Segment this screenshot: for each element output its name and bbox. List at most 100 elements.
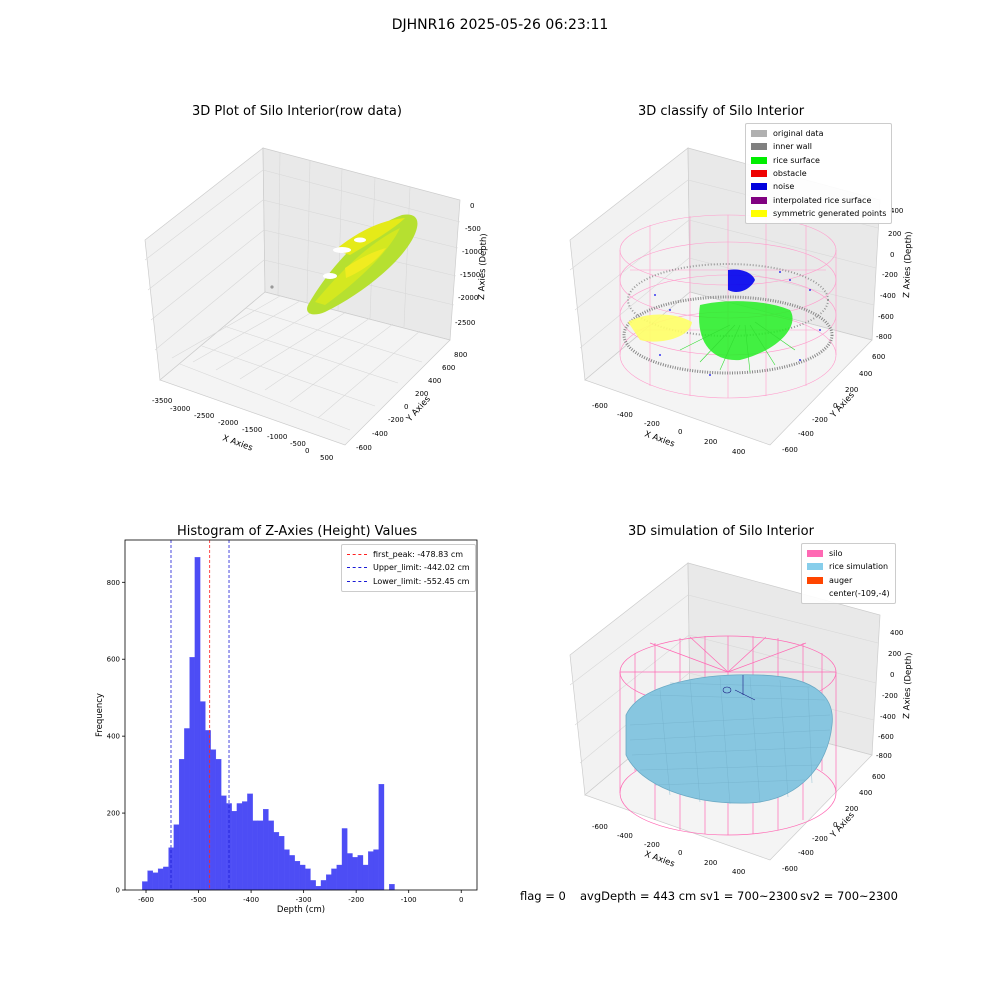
svg-text:400: 400	[859, 789, 872, 797]
histogram-bar	[336, 864, 343, 891]
histogram-bar	[378, 784, 385, 891]
simulation-z-label: Z Axies (Depth)	[902, 652, 914, 719]
raw-3d-panel: 3D Plot of Silo Interior(row data)	[120, 100, 500, 462]
simulation-x-ticks: -600 -400 -200 0 200 400	[592, 823, 745, 876]
classify-z-ticks: 400 200 0 -200 -400 -600 -800	[876, 207, 903, 341]
svg-text:-2000: -2000	[218, 419, 238, 427]
svg-text:-400: -400	[617, 411, 633, 419]
legend-swatch	[751, 143, 767, 151]
svg-text:-2500: -2500	[194, 412, 214, 420]
histogram-bar	[147, 870, 153, 891]
histogram-bar	[184, 728, 190, 891]
histogram-bar	[142, 881, 148, 891]
histogram-frame	[124, 539, 478, 891]
legend-swatch	[751, 209, 767, 217]
histogram-bar	[220, 795, 227, 891]
svg-text:200: 200	[704, 438, 717, 446]
svg-text:-400: -400	[372, 430, 388, 438]
histogram-title: Histogram of Z-Axies (Height) Values	[177, 524, 418, 539]
legend-item: symmetric generated points	[751, 207, 886, 220]
svg-text:-200: -200	[882, 692, 898, 700]
svg-text:-1500: -1500	[460, 271, 480, 279]
flag-text: flag = 0	[520, 889, 566, 903]
histogram-bar	[341, 828, 348, 891]
svg-text:200: 200	[888, 650, 901, 658]
svg-text:0: 0	[833, 402, 837, 410]
simulation-legend: silo rice simulation auger center(-109,-…	[801, 543, 896, 605]
svg-text:-1000: -1000	[462, 248, 482, 256]
histogram-bar	[215, 759, 222, 891]
classify-3d-title: 3D classify of Silo Interior	[638, 104, 805, 119]
histogram-bar	[315, 886, 322, 891]
svg-text:0: 0	[678, 428, 682, 436]
histogram-bar	[210, 749, 217, 891]
raw-3d-title: 3D Plot of Silo Interior(row data)	[192, 104, 402, 119]
svg-text:-400: -400	[880, 292, 896, 300]
raw-x-ticks: -3500 -3000 -2500 -2000 -1500 -1000 -500…	[152, 397, 333, 462]
svg-text:0: 0	[833, 821, 837, 829]
y-tick-label: 800	[107, 579, 120, 587]
histogram-bar	[373, 849, 379, 891]
histogram-bar	[294, 861, 301, 891]
classify-x-label: X Axies	[643, 429, 676, 449]
svg-text:-600: -600	[592, 402, 608, 410]
pane-floor	[159, 291, 451, 446]
svg-text:-600: -600	[878, 313, 894, 321]
legend-swatch	[807, 590, 823, 597]
histogram-bar	[163, 866, 169, 891]
svg-text:-400: -400	[798, 430, 814, 438]
simulation-3d-axes: 400 200 0 -200 -400 -600 -800 Z Axies (D…	[569, 562, 914, 876]
svg-text:0: 0	[404, 403, 408, 411]
legend-swatch	[751, 156, 767, 164]
histogram-axes: -600 -500 -400 -300 -200 -100 0 0 200 400 600 800 De…	[95, 539, 478, 915]
legend-item: first_peak: -478.83 cm	[347, 548, 470, 561]
x-tick-label: 0	[459, 896, 463, 904]
svg-text:0: 0	[890, 251, 894, 259]
svg-text:-3000: -3000	[170, 405, 190, 413]
classify-y-ticks: 600 400 200 0 -200 -400 -600	[782, 353, 885, 454]
auger-marker	[722, 675, 756, 701]
svg-text:-600: -600	[356, 444, 372, 452]
histogram-x-label: Depth (cm)	[277, 905, 325, 915]
svg-text:400: 400	[732, 448, 745, 456]
figure-title: DJHNR16 2025-05-26 06:23:11	[391, 17, 609, 33]
simulation-3d-panel: 3D simulation of Silo Interior	[560, 515, 940, 876]
svg-text:200: 200	[845, 386, 858, 394]
svg-text:400: 400	[859, 370, 872, 378]
histogram-bar	[242, 801, 248, 891]
histogram-bar	[268, 820, 274, 891]
histogram-bar	[173, 824, 180, 891]
x-tick-label: -200	[348, 896, 364, 904]
raw-z-label: Z Axies (Depth)	[477, 233, 489, 300]
svg-text:-600: -600	[592, 823, 608, 831]
avg-depth-text: avgDepth = 443 cm	[580, 889, 697, 903]
histogram-bar	[357, 855, 364, 891]
legend-swatch	[807, 563, 823, 571]
histogram-bar	[368, 851, 374, 891]
histogram-bar	[263, 809, 269, 891]
svg-text:0: 0	[678, 849, 682, 857]
svg-text:-600: -600	[782, 865, 798, 873]
legend-item: silo	[807, 547, 890, 560]
svg-text:600: 600	[442, 364, 455, 372]
x-tick-label: -600	[138, 896, 154, 904]
svg-text:-400: -400	[880, 713, 896, 721]
legend-swatch	[751, 130, 767, 138]
svg-text:-500: -500	[465, 225, 481, 233]
svg-text:400: 400	[890, 629, 903, 637]
legend-line	[347, 567, 367, 569]
legend-line	[347, 580, 367, 582]
histogram-bar	[326, 874, 332, 891]
histogram-bar	[178, 759, 185, 891]
x-tick-label: -100	[401, 896, 417, 904]
classify-z-label: Z Axies (Depth)	[902, 231, 914, 298]
histogram-bar	[152, 872, 159, 891]
svg-text:-200: -200	[388, 416, 404, 424]
svg-text:500: 500	[320, 454, 333, 462]
histogram-y-label: Frequency	[95, 693, 105, 737]
histogram-panel: Histogram of Z-Axies (Height) Values -60…	[0, 515, 500, 915]
simulation-3d-title: 3D simulation of Silo Interior	[628, 524, 814, 539]
svg-text:600: 600	[872, 353, 885, 361]
histogram-bar	[289, 855, 295, 891]
svg-text:600: 600	[872, 773, 885, 781]
